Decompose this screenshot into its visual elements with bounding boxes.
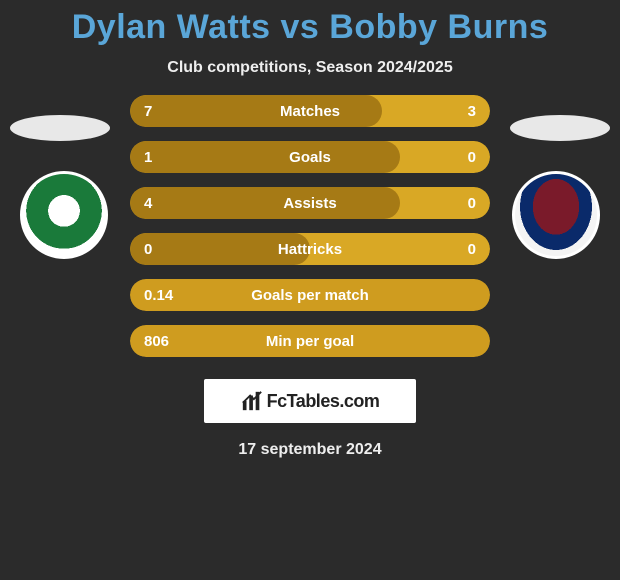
stat-value-left: 0 [130, 241, 180, 258]
stat-value-left: 0.14 [130, 287, 180, 304]
team1-crest [20, 171, 108, 259]
stat-value-left: 7 [130, 103, 180, 120]
stat-row: 0Hattricks0 [130, 233, 490, 265]
player1-name: Dylan Watts [72, 8, 271, 46]
stat-label: Min per goal [180, 333, 440, 350]
stat-value-left: 806 [130, 333, 180, 350]
player2-name: Bobby Burns [329, 8, 548, 46]
stat-value-right: 0 [440, 149, 490, 166]
vs-text: vs [281, 8, 320, 46]
stat-value-right: 3 [440, 103, 490, 120]
stat-value-right: 0 [440, 241, 490, 258]
stat-value-left: 4 [130, 195, 180, 212]
subtitle: Club competitions, Season 2024/2025 [0, 59, 620, 77]
comparison-title: Dylan Watts vs Bobby Burns [0, 0, 620, 47]
stat-row: 1Goals0 [130, 141, 490, 173]
stat-label: Hattricks [180, 241, 440, 258]
stat-row: 806Min per goal [130, 325, 490, 357]
date-text: 17 september 2024 [0, 441, 620, 459]
main-area: 7Matches31Goals04Assists00Hattricks00.14… [0, 95, 620, 357]
team2-crest [512, 171, 600, 259]
stat-label: Goals per match [180, 287, 440, 304]
stat-row: 0.14Goals per match [130, 279, 490, 311]
stat-label: Matches [180, 103, 440, 120]
stat-value-left: 1 [130, 149, 180, 166]
chart-icon [241, 390, 263, 412]
player2-avatar-placeholder [510, 115, 610, 141]
fctables-logo: FcTables.com [204, 379, 416, 423]
stat-value-right: 0 [440, 195, 490, 212]
logo-text: FcTables.com [267, 391, 380, 412]
player1-avatar-placeholder [10, 115, 110, 141]
stat-row: 7Matches3 [130, 95, 490, 127]
stat-row: 4Assists0 [130, 187, 490, 219]
stat-bars: 7Matches31Goals04Assists00Hattricks00.14… [130, 95, 490, 357]
stat-label: Assists [180, 195, 440, 212]
stat-label: Goals [180, 149, 440, 166]
